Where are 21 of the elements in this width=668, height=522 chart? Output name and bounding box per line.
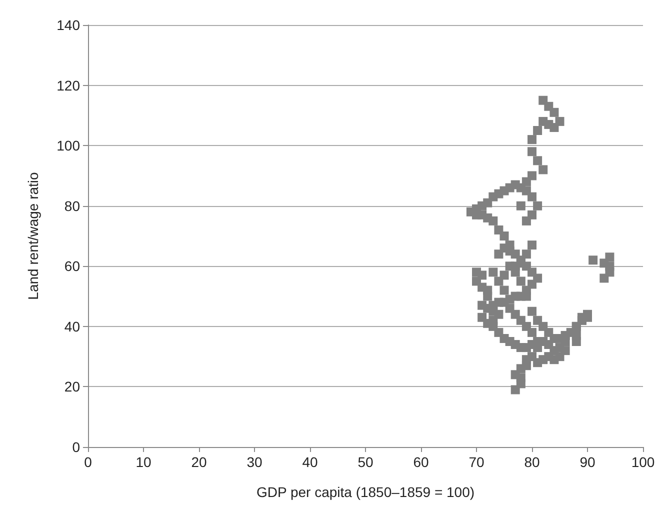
x-axis-title: GDP per capita (1850–1859 = 100)	[256, 484, 475, 500]
y-tick-label: 40	[64, 318, 80, 334]
x-tick-label: 100	[631, 454, 655, 470]
y-tick-label: 140	[56, 17, 80, 33]
x-tick-label: 60	[413, 454, 429, 470]
y-tick-label: 80	[64, 198, 80, 214]
y-tick-label: 20	[64, 378, 80, 395]
x-tick-label: 0	[84, 454, 92, 470]
x-tick-label: 30	[246, 454, 262, 470]
x-tick-label: 40	[302, 454, 318, 470]
y-tick-label: 60	[64, 258, 80, 274]
y-axis-title: Land rent/wage ratio	[25, 172, 41, 300]
y-tick-label: 0	[72, 439, 80, 455]
x-tick-label: 10	[136, 454, 152, 470]
y-tick-label: 100	[56, 138, 80, 154]
x-tick-label: 90	[580, 454, 596, 470]
x-tick-label: 70	[468, 454, 484, 470]
x-tick-label: 20	[191, 454, 207, 470]
x-tick-label: 80	[524, 454, 540, 470]
y-tick-label: 120	[56, 77, 80, 94]
x-tick-label: 50	[358, 454, 374, 470]
